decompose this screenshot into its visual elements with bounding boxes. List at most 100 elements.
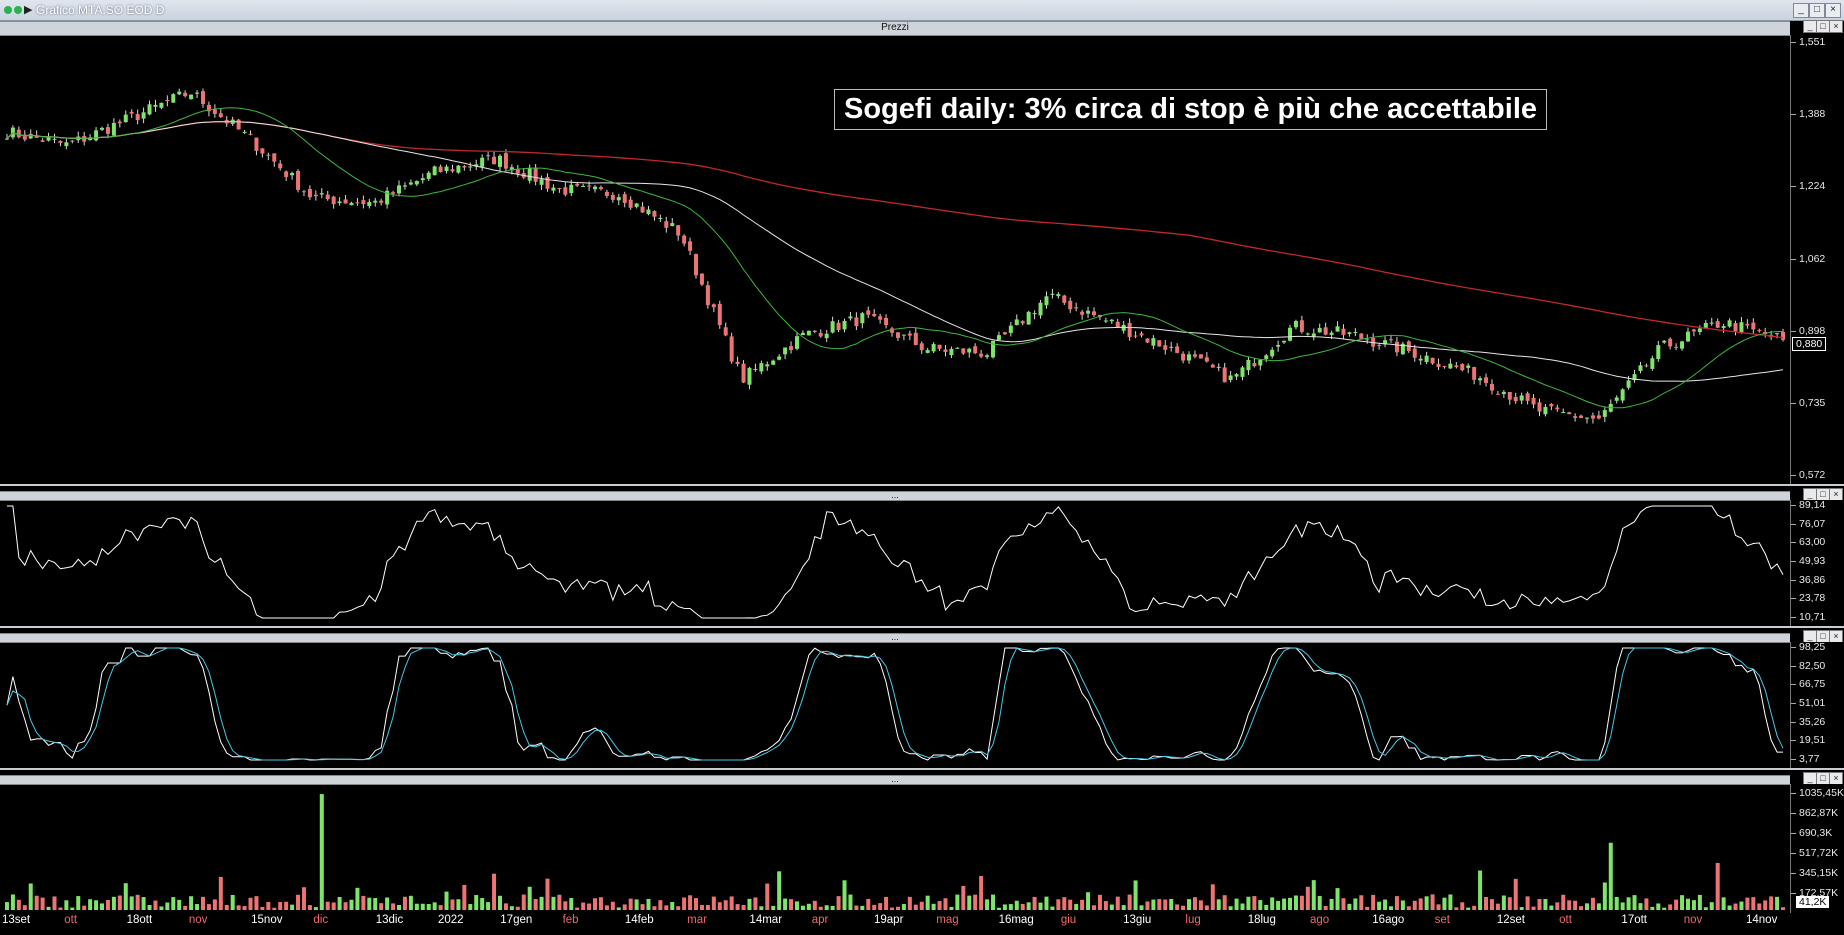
chart-canvas[interactable] (0, 0, 1790, 935)
candle-body (177, 91, 182, 95)
candle-body (1632, 374, 1637, 381)
candle-body (741, 363, 746, 383)
candle-body (866, 310, 871, 315)
y-tick-label: 1,388 (1790, 108, 1826, 121)
candle-body (1121, 324, 1126, 331)
volume-bar (183, 905, 188, 910)
candle-body (1466, 365, 1471, 368)
stochastic-y-axis[interactable]: 98,25 82,50 66,75 51,01 35,26 19,51 3,77 (1790, 641, 1844, 768)
volume-bar (100, 903, 105, 910)
candle-body (319, 193, 324, 195)
candle-body (1181, 353, 1186, 361)
volume-bar (1276, 900, 1281, 910)
close-button[interactable]: × (1825, 3, 1841, 18)
candle-body (1573, 416, 1578, 418)
volume-bar (1537, 899, 1542, 910)
candle-body (1691, 329, 1696, 332)
volume-bar (777, 871, 782, 910)
panel-maximize-button[interactable]: □ (1816, 20, 1830, 33)
candle-body (1323, 327, 1328, 335)
candle-body (1198, 354, 1203, 359)
volume-bar (1501, 895, 1506, 910)
volume-bar (735, 904, 740, 910)
volume-bar (28, 883, 33, 910)
volume-bar (1044, 896, 1049, 910)
volume-bar (664, 905, 669, 910)
candle-body (1258, 359, 1263, 366)
volume-bar (468, 904, 473, 910)
candle-body (842, 320, 847, 330)
candle-body (967, 348, 972, 353)
panel-divider[interactable] (0, 768, 1844, 770)
candle-body (533, 167, 538, 182)
candle-body (361, 200, 366, 205)
x-tick-label: lug (1185, 914, 1201, 926)
minimize-button[interactable]: _ (1793, 3, 1809, 18)
volume-bar (1555, 902, 1560, 910)
volume-bar (349, 899, 354, 910)
panel-divider[interactable] (0, 484, 1844, 486)
price-y-axis[interactable]: 1,551 1,388 1,224 1,062 0,898 0,735 0,572 (1790, 35, 1844, 484)
volume-bar (581, 902, 586, 910)
candle-body (1644, 365, 1649, 367)
volume-bar (474, 895, 479, 910)
candle-body (100, 127, 105, 130)
panel-close-button[interactable]: × (1829, 20, 1843, 33)
volume-bar (1014, 900, 1019, 910)
candle-body (1032, 313, 1037, 315)
candle-body (206, 104, 211, 112)
candle-body (1739, 322, 1744, 333)
candle-body (1537, 402, 1542, 412)
candle-body (593, 186, 598, 190)
volume-bar (848, 894, 853, 910)
candle-body (408, 182, 413, 185)
volume-bar (1454, 907, 1459, 910)
panel-divider[interactable] (0, 626, 1844, 628)
candle-body (670, 223, 675, 227)
candle-body (1436, 363, 1441, 367)
volume-bar (575, 907, 580, 910)
x-tick-label: 13giu (1123, 914, 1152, 926)
volume-bar (503, 903, 508, 910)
candle-body (1460, 364, 1465, 371)
candle-body (515, 169, 520, 174)
candle-body (171, 94, 176, 103)
x-tick-label: 16mag (998, 914, 1034, 926)
volume-bar (1169, 898, 1174, 910)
status-green-icon (14, 6, 22, 14)
volume-bar (747, 898, 752, 910)
volume-y-axis[interactable]: 1035,45K 862,87K 690,3K 517,72K 345,15K 172,5… (1790, 784, 1844, 913)
annotation-text[interactable]: Sogefi daily: 3% circa di stop è più che… (834, 89, 1547, 130)
volume-bar (1680, 895, 1685, 910)
candle-body (218, 113, 223, 117)
candle-body (937, 344, 942, 349)
volume-bar (622, 904, 627, 910)
candle-body (1561, 412, 1566, 414)
volume-bar (943, 898, 948, 910)
volume-bar (1091, 905, 1096, 910)
candle-body (1204, 357, 1209, 362)
candle-body (628, 199, 633, 208)
volume-bar (913, 904, 918, 910)
panel-close-button[interactable]: × (1829, 630, 1843, 643)
volume-bar (1484, 896, 1489, 910)
candle-body (907, 333, 912, 336)
candle-body (1252, 363, 1257, 367)
oscillator-y-axis[interactable]: 89,14 76,07 63,00 49,93 36,86 23,78 10,71 (1790, 499, 1844, 626)
candle-body (462, 166, 467, 168)
maximize-button[interactable]: □ (1809, 3, 1825, 18)
volume-bar (1573, 900, 1578, 910)
volume-bar (682, 897, 687, 910)
candle-body (1008, 325, 1013, 333)
play-arrow-icon[interactable]: ▶ (24, 4, 33, 16)
panel-minimize-button[interactable]: _ (1803, 20, 1817, 33)
volume-bar (1157, 899, 1162, 910)
candle-body (52, 138, 57, 140)
volume-bar (985, 899, 990, 910)
candle-body (1484, 377, 1489, 383)
volume-bar (141, 897, 146, 910)
last-price-label: 0,880 (1792, 337, 1827, 351)
volume-bar (480, 898, 485, 910)
candle-body (1656, 345, 1661, 360)
candle-body (1157, 340, 1162, 347)
